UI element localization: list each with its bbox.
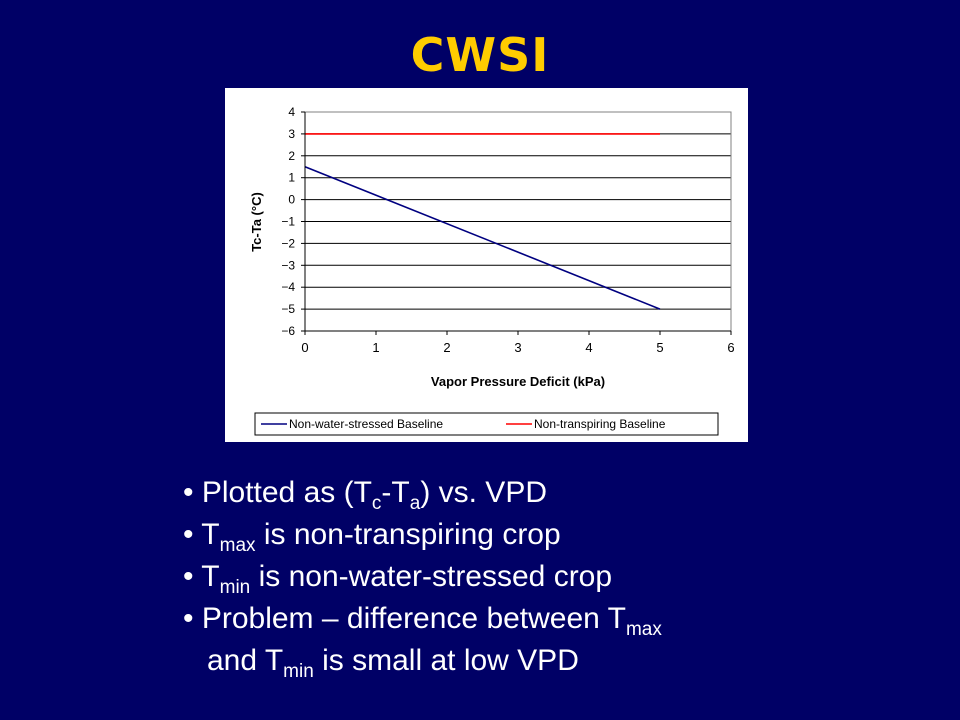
bullet-3-sub: min xyxy=(219,577,251,598)
bullet-2: • Tmax is non-transpiring crop xyxy=(183,514,903,556)
x-tick-label: 2 xyxy=(443,340,450,355)
bullet-3-text: • T xyxy=(183,560,220,593)
bullet-4: • Problem – difference between Tmax xyxy=(183,598,903,640)
y-tick-label: −6 xyxy=(281,324,295,338)
bullet-2-sub: max xyxy=(219,535,256,556)
chart-svg: 4 3 2 1 0 −1 −2 −3 −4 −5 −6 0 1 2 3 4 5 6 Vapor Pressure … xyxy=(249,105,735,436)
bullet-5-text: and T xyxy=(207,644,284,677)
chart: 4 3 2 1 0 −1 −2 −3 −4 −5 −6 0 1 2 3 4 5 6 Vapor Pressure … xyxy=(225,88,748,442)
y-tick-label: −3 xyxy=(281,258,295,272)
slide-title: CWSI xyxy=(410,28,550,82)
bullet-4-sub: max xyxy=(625,619,662,640)
y-tick-label: −4 xyxy=(281,280,295,294)
bullet-1-sub-c: c xyxy=(371,493,382,514)
y-tick-label: 2 xyxy=(288,149,295,163)
y-tick-label: 1 xyxy=(288,171,295,185)
bullet-2-text: • T xyxy=(183,518,220,551)
y-tick-label: 3 xyxy=(288,127,295,141)
series-line-1 xyxy=(304,166,661,310)
bullet-1-mid: -T xyxy=(381,476,410,509)
bullet-1-suffix: ) vs. VPD xyxy=(420,476,547,509)
x-axis-label: Vapor Pressure Deficit (kPa) xyxy=(431,374,605,389)
legend-label-2: Non-transpiring Baseline xyxy=(534,417,666,431)
y-tick-label: −2 xyxy=(281,236,295,250)
x-tick-label: 1 xyxy=(372,340,379,355)
y-axis-label: Tc-Ta (°C) xyxy=(249,192,264,252)
legend-label-1: Non-water-stressed Baseline xyxy=(289,417,443,431)
bullet-list: • Plotted as (Tc-Ta) vs. VPD • Tmax is n… xyxy=(183,472,903,682)
x-tick-label: 6 xyxy=(727,340,734,355)
bullet-1: • Plotted as (Tc-Ta) vs. VPD xyxy=(183,472,903,514)
bullet-3-suffix: is non-water-stressed crop xyxy=(250,560,613,593)
x-tick-label: 3 xyxy=(514,340,521,355)
bullet-5-sub: min xyxy=(283,661,314,682)
y-tick-label: −5 xyxy=(281,302,295,316)
y-tick-label: 0 xyxy=(288,193,295,207)
bullet-5-suffix: is small at low VPD xyxy=(313,644,579,677)
x-tick-label: 4 xyxy=(585,340,592,355)
legend-box xyxy=(254,412,719,436)
bullet-3: • Tmin is non-water-stressed crop xyxy=(183,556,903,598)
bullet-2-suffix: is non-transpiring crop xyxy=(255,518,561,551)
legend: Non-water-stressed Baseline Non-transpiri… xyxy=(254,412,719,436)
bullet-5: and Tmin is small at low VPD xyxy=(183,640,903,682)
series-layer xyxy=(304,133,661,310)
y-tick-label: −1 xyxy=(281,215,295,229)
x-tick-label: 0 xyxy=(301,340,308,355)
bullet-1-sub-a: a xyxy=(409,493,421,514)
bullet-4-text: • Problem – difference between T xyxy=(183,602,626,635)
grid xyxy=(305,111,731,332)
x-tick-label: 5 xyxy=(656,340,663,355)
y-tick-label: 4 xyxy=(288,105,295,119)
bullet-1-text: • Plotted as (T xyxy=(183,476,372,509)
tick-layer: 4 3 2 1 0 −1 −2 −3 −4 −5 −6 0 1 2 3 4 5 6 xyxy=(281,105,734,355)
